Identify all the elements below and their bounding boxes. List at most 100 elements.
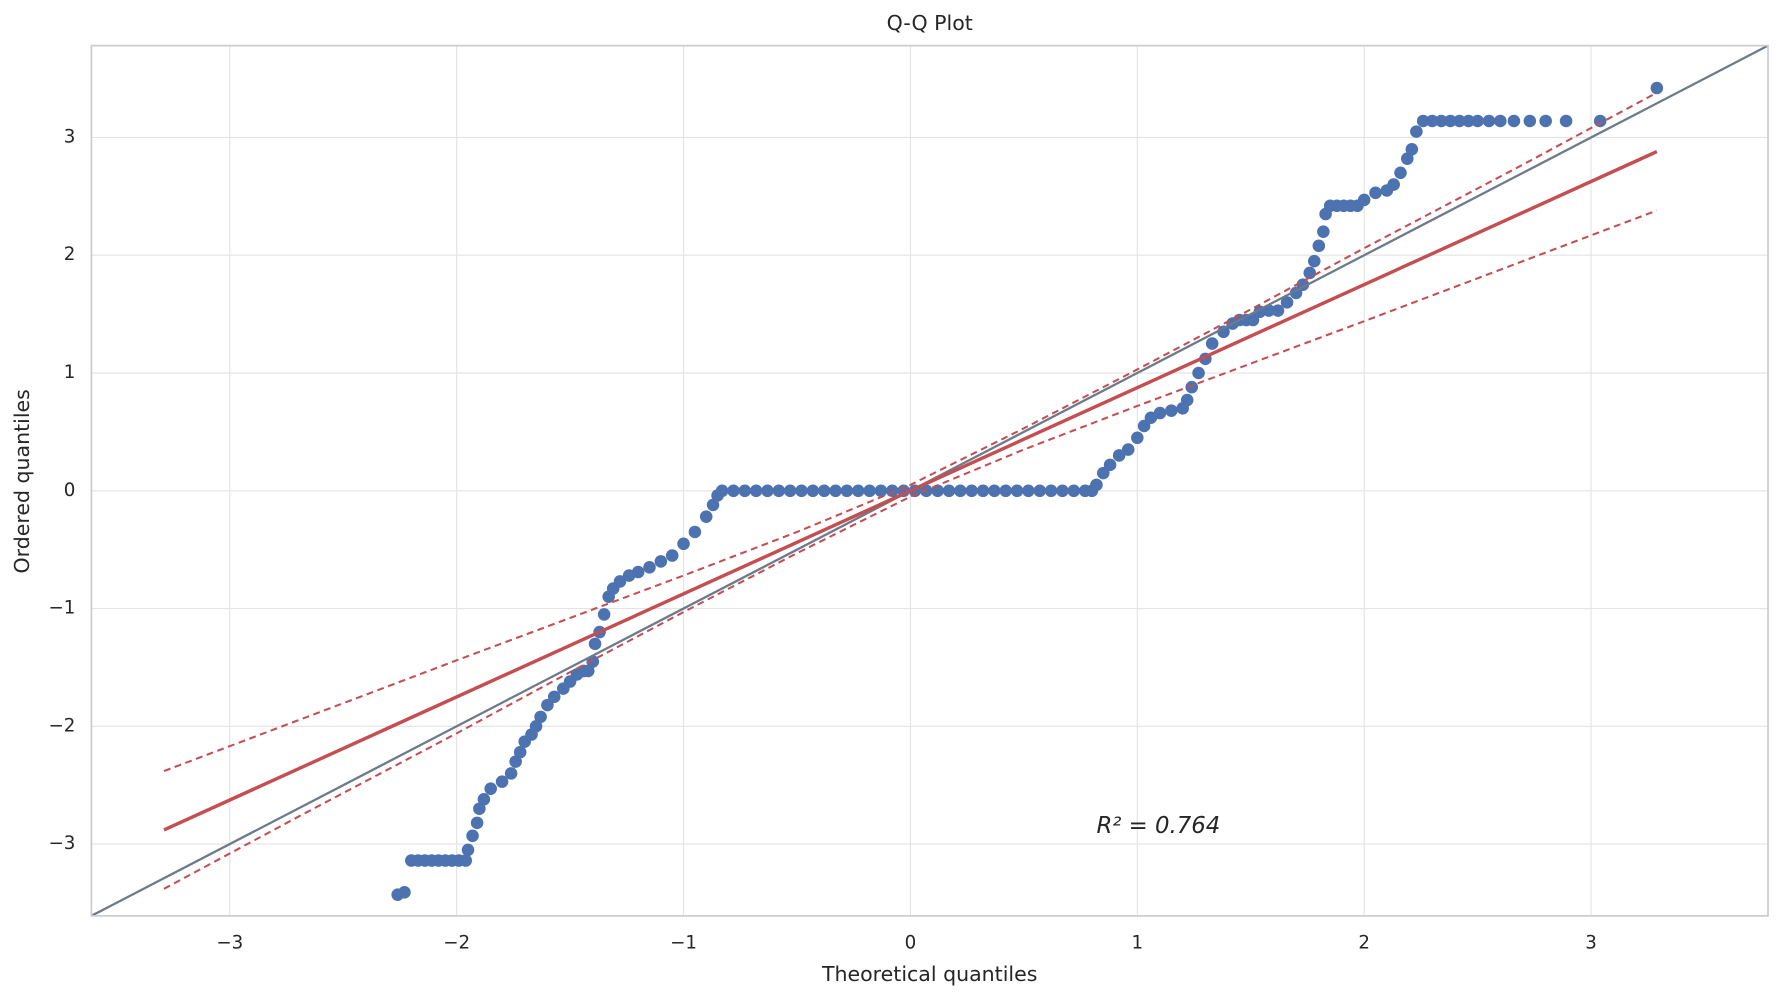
data-point — [581, 664, 595, 678]
confidence-band — [163, 91, 1658, 772]
data-point — [1205, 337, 1219, 350]
data-point — [643, 561, 656, 574]
data-point — [1410, 125, 1423, 138]
data-point — [534, 710, 547, 724]
chart-title: Q-Q Plot — [887, 11, 973, 35]
data-point — [999, 484, 1012, 498]
data-point — [1185, 380, 1199, 394]
data-point — [1462, 114, 1475, 128]
data-point — [529, 720, 543, 733]
data-point — [1444, 114, 1457, 128]
data-point — [1192, 366, 1205, 380]
y-tick-label: 3 — [64, 126, 76, 147]
data-point — [1471, 114, 1484, 128]
data-point — [1523, 114, 1537, 128]
data-point — [477, 793, 491, 806]
data-point — [1180, 393, 1194, 407]
data-point — [1303, 266, 1317, 280]
x-tick-label: −3 — [216, 932, 243, 953]
y-tick-label: 1 — [64, 362, 76, 383]
data-point — [588, 637, 602, 651]
data-point — [688, 525, 702, 539]
data-point — [473, 802, 486, 815]
data-point — [1317, 225, 1330, 238]
data-point — [965, 484, 978, 498]
data-point — [631, 565, 645, 579]
plot-frame — [90, 44, 1769, 917]
x-tick-label: 0 — [905, 932, 917, 953]
x-tick-label: −2 — [443, 932, 470, 953]
data-point — [1090, 478, 1103, 492]
data-point — [1494, 114, 1507, 128]
data-point — [715, 484, 729, 498]
data-point — [547, 690, 561, 704]
data-point — [665, 549, 679, 562]
x-tick-label: 3 — [1585, 932, 1597, 953]
x-tick-label: −1 — [670, 932, 697, 953]
data-point — [1067, 484, 1081, 498]
data-point — [1312, 239, 1326, 253]
x-tick-label: 2 — [1358, 932, 1370, 953]
data-point — [942, 484, 956, 498]
data-point — [1044, 484, 1058, 498]
data-point — [1435, 114, 1448, 128]
data-point — [954, 484, 967, 498]
data-point — [654, 555, 668, 568]
grid — [91, 45, 1769, 916]
data-point — [1394, 166, 1407, 180]
y-tick-label: −2 — [49, 715, 76, 736]
data-point — [1425, 114, 1439, 128]
data-point — [1246, 313, 1260, 327]
annotation: R² = 0.764 — [1096, 813, 1220, 839]
data-point — [513, 745, 527, 759]
data-point — [851, 484, 865, 498]
plot-area — [91, 45, 1769, 916]
data-point — [1121, 443, 1135, 456]
data-point — [795, 484, 808, 498]
data-point — [398, 886, 411, 899]
x-tick-label: 1 — [1131, 932, 1143, 953]
data-point — [1056, 484, 1069, 498]
data-point — [1096, 466, 1110, 480]
data-point — [495, 775, 509, 788]
data-point — [727, 484, 740, 498]
data-point — [1131, 431, 1144, 445]
data-point — [1405, 142, 1419, 156]
data-point — [484, 782, 497, 795]
data-point — [1416, 114, 1430, 128]
y-tick-label: −3 — [49, 833, 76, 854]
data-point — [509, 755, 522, 768]
data-point — [772, 484, 786, 498]
data-point — [1401, 152, 1414, 165]
data-point — [1153, 406, 1167, 420]
data-point — [1165, 404, 1178, 417]
data-point — [1369, 186, 1382, 200]
data-point — [1453, 114, 1466, 128]
y-axis-label: Ordered quantiles — [10, 389, 34, 573]
data-point — [461, 843, 475, 857]
data-point — [1507, 114, 1521, 128]
data-point — [783, 484, 797, 498]
data-point — [817, 484, 831, 498]
data-point — [1559, 114, 1573, 128]
data-point — [1137, 419, 1151, 433]
data-point — [1022, 484, 1035, 498]
data-point — [1539, 114, 1552, 128]
data-point — [863, 484, 876, 498]
data-point — [738, 484, 752, 498]
data-point — [677, 537, 690, 551]
fit-line — [163, 150, 1658, 832]
data-point — [541, 698, 554, 712]
data-point — [613, 575, 627, 588]
data-point — [1103, 458, 1117, 472]
y-tick-label: 2 — [64, 244, 76, 265]
data-point — [840, 484, 854, 498]
data-point — [749, 484, 763, 498]
confidence-band — [163, 209, 1658, 890]
data-point — [1593, 114, 1607, 128]
data-point — [459, 854, 473, 867]
data-point — [504, 767, 518, 780]
data-point — [706, 498, 720, 512]
y-tick-label: −1 — [49, 598, 76, 619]
data-point — [1271, 304, 1285, 317]
